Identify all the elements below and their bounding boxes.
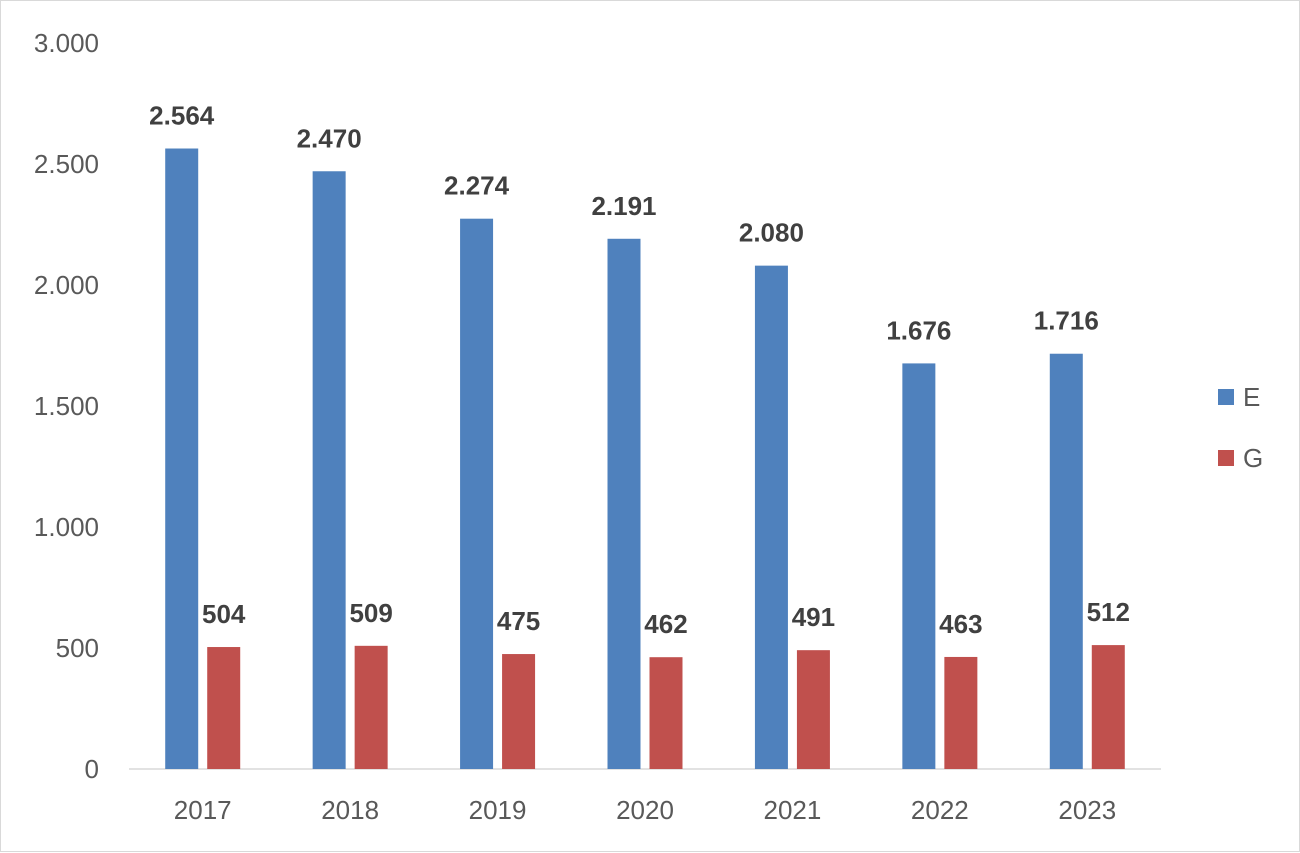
bar-g-2020 — [649, 657, 683, 769]
data-label-e-2022: 1.676 — [886, 315, 951, 345]
x-tick-label: 2019 — [469, 795, 527, 825]
bar-g-2021 — [796, 650, 830, 769]
bar-g-2023 — [1091, 645, 1125, 769]
y-axis-ticks: 0 500 1.000 1.500 2.000 2.500 3.000 — [34, 28, 99, 784]
data-label-g-2022: 463 — [939, 609, 982, 639]
x-tick-label: 2020 — [616, 795, 674, 825]
data-labels: 2.564 504 2.470 509 2.274 475 2.191 462 2.080 491… — [149, 101, 1130, 640]
x-tick-label: 2017 — [174, 795, 232, 825]
data-label-e-2018: 2.470 — [297, 123, 362, 153]
data-label-e-2019: 2.274 — [444, 171, 510, 201]
bar-g-2022 — [944, 656, 978, 769]
x-tick-label: 2018 — [321, 795, 379, 825]
data-label-g-2018: 509 — [349, 598, 392, 628]
legend-label-g: G — [1243, 443, 1263, 473]
y-tick-label: 2.000 — [34, 270, 99, 300]
bar-e-2019 — [460, 218, 494, 769]
y-tick-label: 2.500 — [34, 149, 99, 179]
y-tick-label: 0 — [85, 754, 99, 784]
x-axis-ticks: 2017 2018 2019 2020 2021 2022 2023 — [174, 795, 1116, 825]
bar-e-2022 — [902, 363, 936, 769]
data-label-e-2021: 2.080 — [739, 218, 804, 248]
legend-swatch-g — [1218, 450, 1234, 466]
bar-e-2018 — [312, 171, 346, 769]
bar-g-2017 — [207, 647, 241, 769]
data-label-g-2019: 475 — [497, 606, 540, 636]
bar-e-2023 — [1049, 353, 1083, 769]
x-tick-label: 2021 — [764, 795, 822, 825]
x-tick-label: 2023 — [1058, 795, 1116, 825]
bar-e-2017 — [165, 148, 199, 770]
y-tick-label: 3.000 — [34, 28, 99, 58]
data-label-e-2023: 1.716 — [1034, 306, 1099, 336]
bar-e-2020 — [607, 238, 641, 769]
x-tick-label: 2022 — [911, 795, 969, 825]
y-tick-label: 500 — [56, 633, 99, 663]
data-label-e-2020: 2.191 — [591, 191, 656, 221]
bar-g-2019 — [502, 654, 536, 769]
data-label-g-2017: 504 — [202, 599, 246, 629]
bar-e-2021 — [754, 265, 788, 769]
legend-swatch-e — [1218, 389, 1234, 405]
legend-label-e: E — [1243, 382, 1260, 412]
bars — [165, 148, 1125, 770]
legend: EG — [1218, 382, 1263, 473]
data-label-g-2020: 462 — [644, 609, 687, 639]
bar-g-2018 — [354, 645, 388, 769]
data-label-g-2023: 512 — [1087, 597, 1130, 627]
data-label-e-2017: 2.564 — [149, 101, 215, 131]
data-label-g-2021: 491 — [792, 602, 835, 632]
y-tick-label: 1.500 — [34, 391, 99, 421]
y-tick-label: 1.000 — [34, 512, 99, 542]
